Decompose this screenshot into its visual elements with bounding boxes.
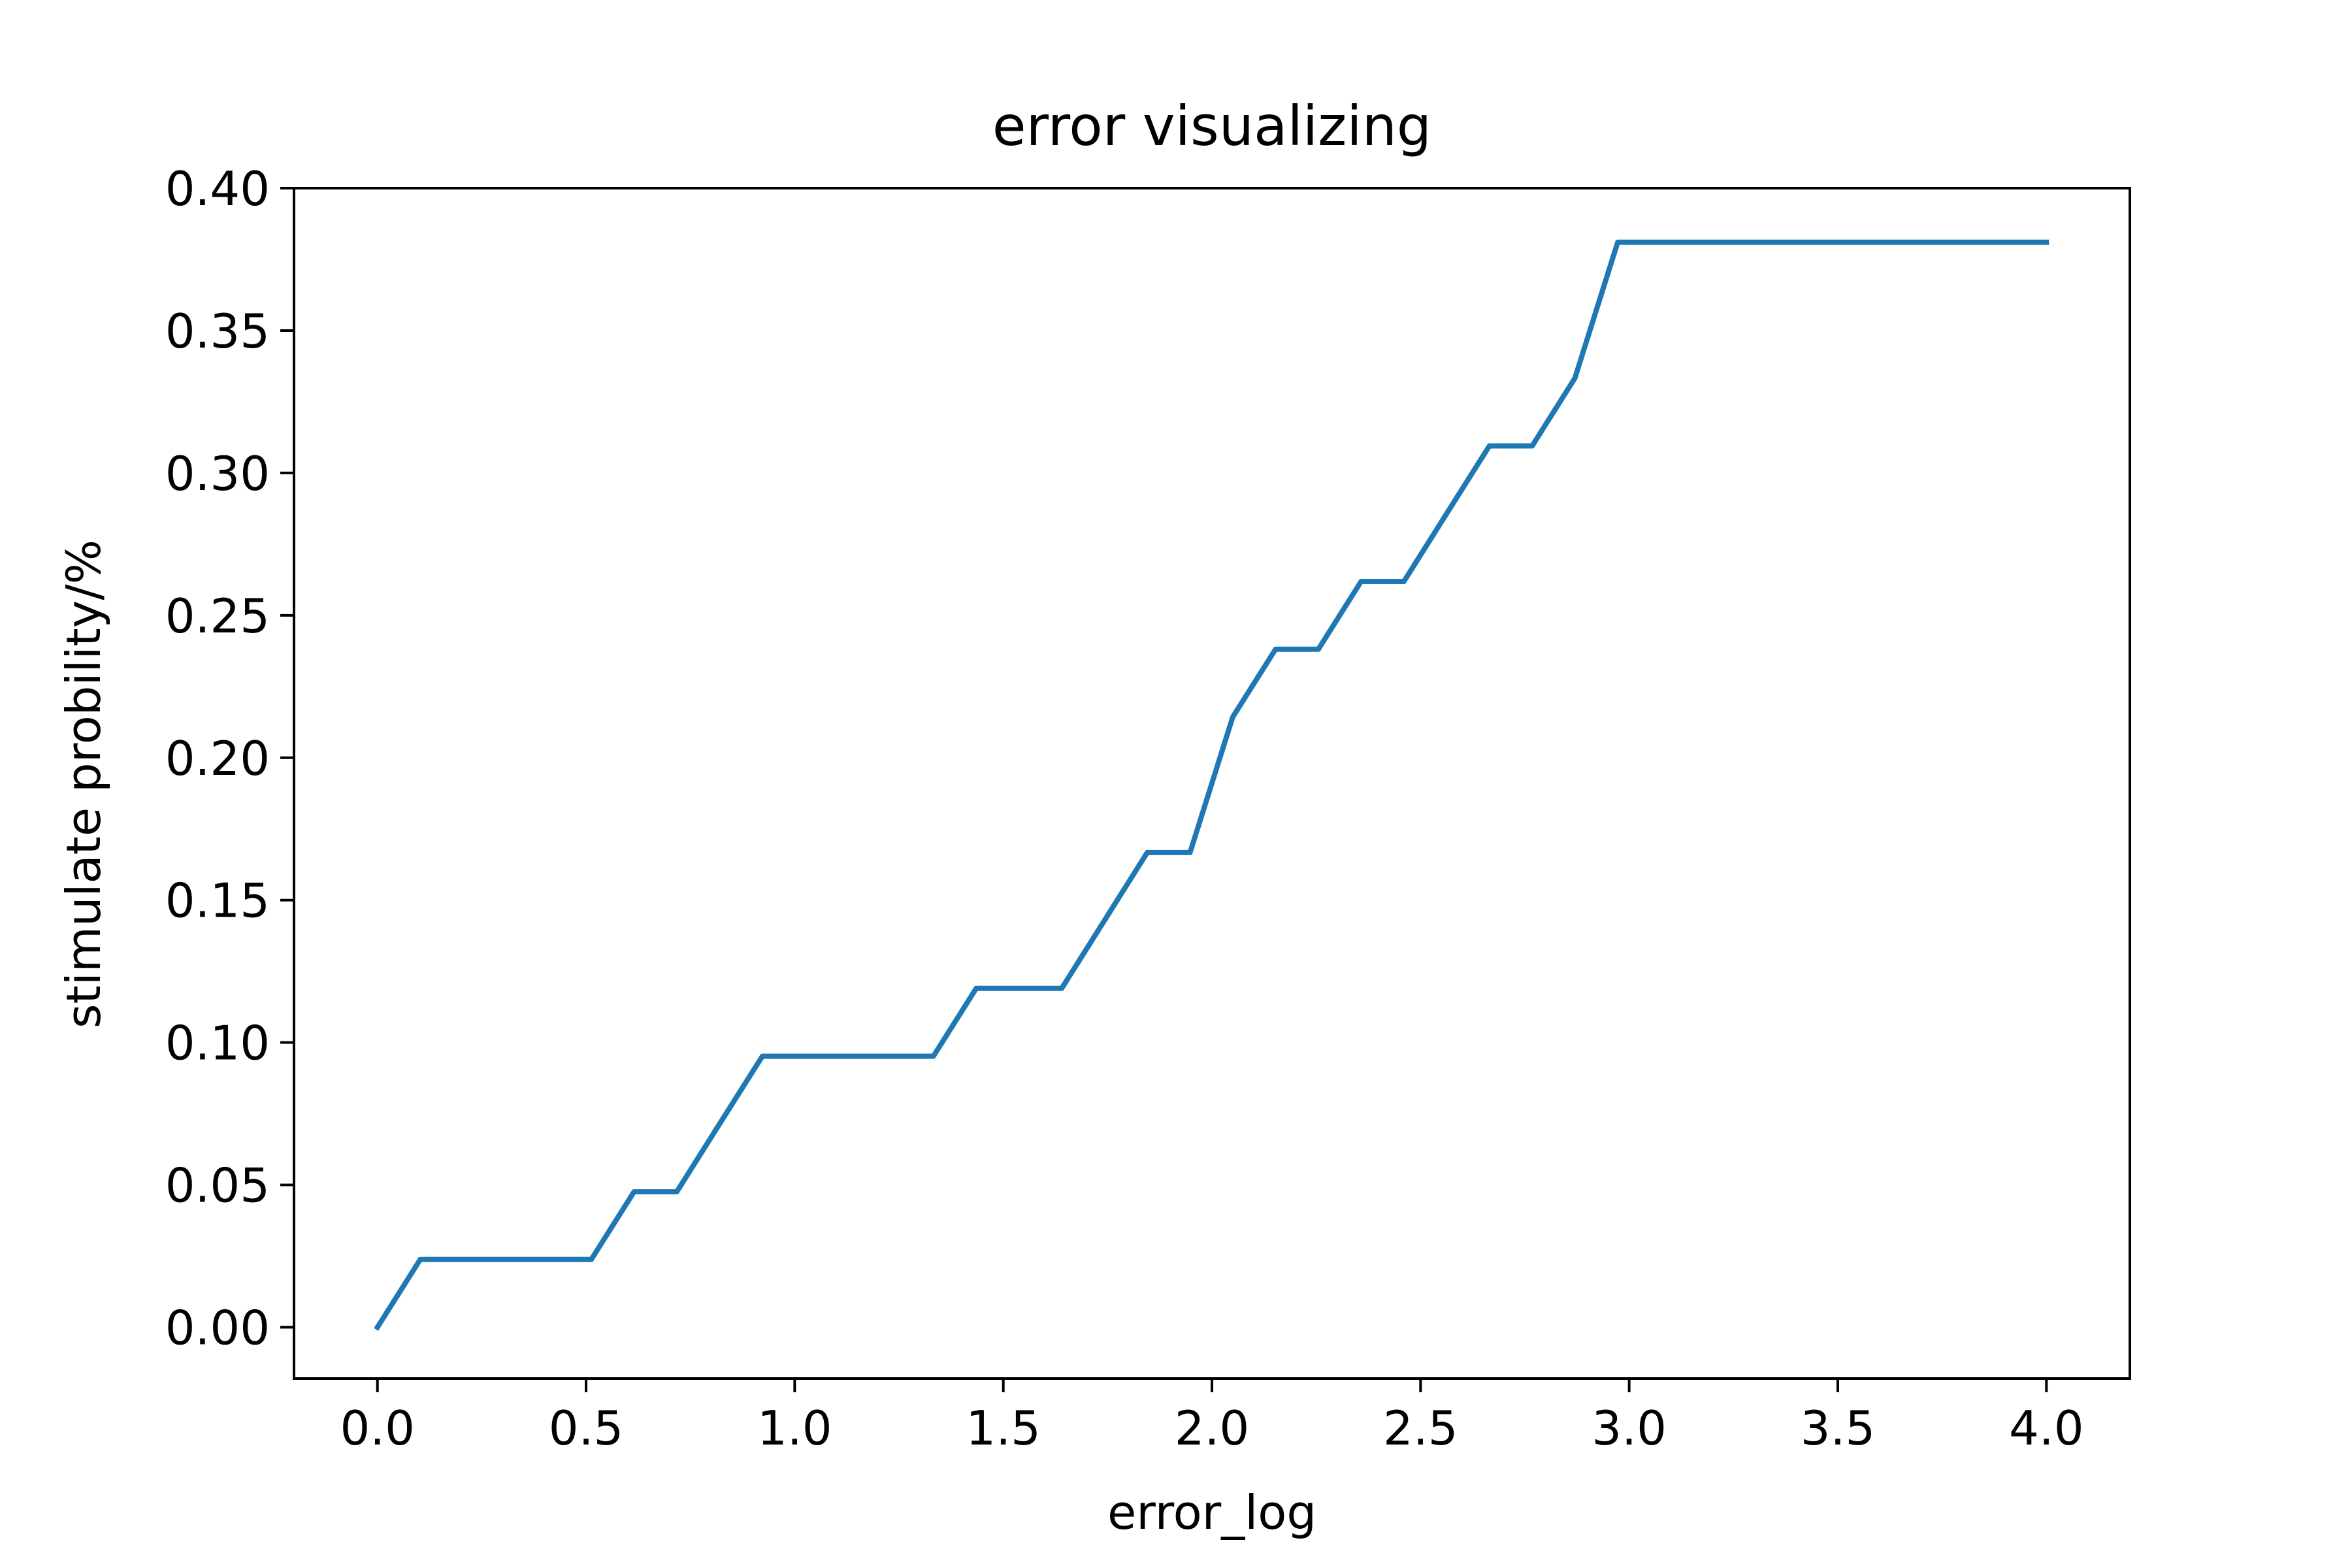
x-tick-label: 1.5 [966, 1401, 1041, 1456]
y-tick-label: 0.20 [165, 731, 270, 786]
y-tick-label: 0.15 [165, 874, 270, 928]
chart-title: error visualizing [992, 94, 1431, 158]
y-tick-label: 0.30 [165, 446, 270, 501]
y-axis-label: stimulate probility/% [56, 540, 111, 1028]
x-tick-label: 2.0 [1175, 1401, 1250, 1456]
y-tick-label: 0.05 [165, 1158, 270, 1213]
x-axis-ticks: 0.0 0.5 1.0 1.5 2.0 2.5 3.0 3.5 4.0 [340, 1379, 2084, 1456]
series-line-0 [374, 239, 2050, 1331]
x-axis-label: error_log [1107, 1485, 1316, 1540]
y-tick-label: 0.35 [165, 304, 270, 359]
series-layer [374, 239, 2050, 1331]
plot-area-frame [293, 187, 2131, 1380]
y-tick-label: 0.00 [165, 1301, 270, 1356]
x-tick-label: 3.5 [1801, 1401, 1876, 1456]
x-tick-label: 2.5 [1383, 1401, 1458, 1456]
x-tick-label: 3.0 [1592, 1401, 1667, 1456]
y-tick-label: 0.25 [165, 589, 270, 644]
y-tick-label: 0.40 [165, 161, 270, 216]
y-tick-label: 0.10 [165, 1016, 270, 1071]
x-tick-label: 0.5 [549, 1401, 624, 1456]
y-axis-ticks: 0.00 0.05 0.10 0.15 0.20 0.25 0.30 0.35 0.40 [165, 161, 294, 1356]
x-tick-label: 0.0 [340, 1401, 415, 1456]
x-tick-label: 1.0 [757, 1401, 832, 1456]
x-tick-label: 4.0 [2009, 1401, 2084, 1456]
